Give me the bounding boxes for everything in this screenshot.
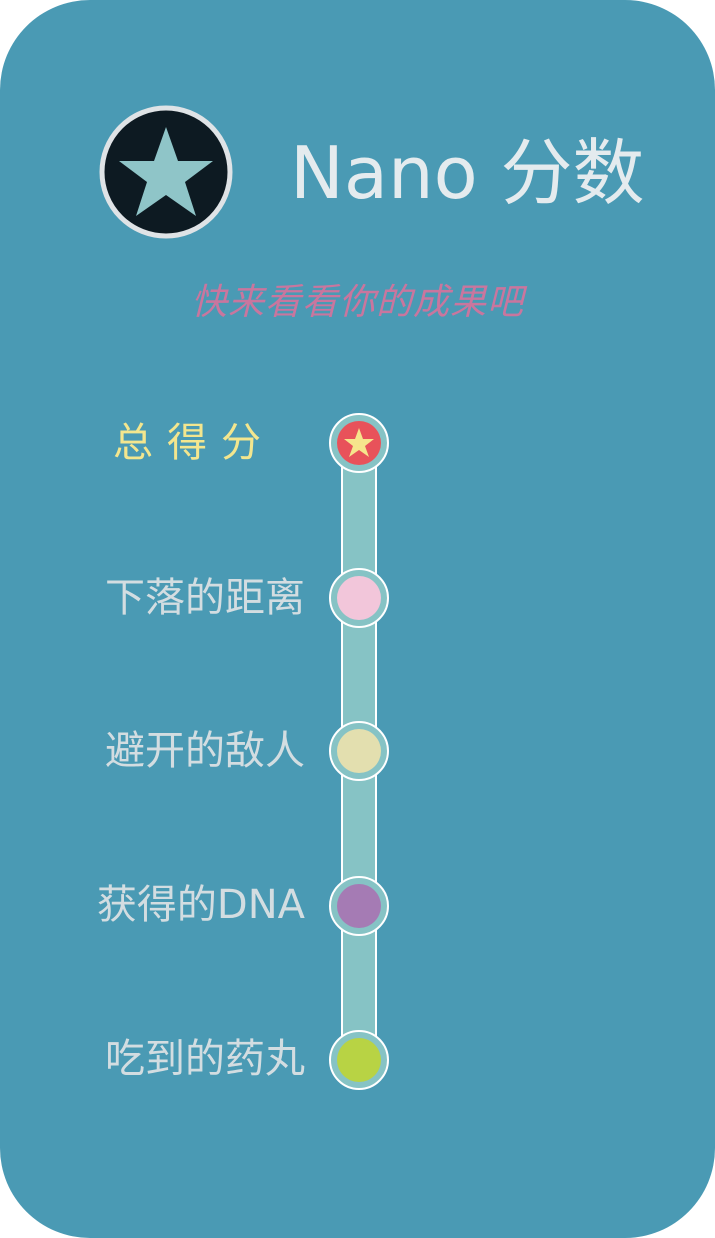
pills-eaten-label: 吃到的药丸: [105, 1036, 305, 1082]
page-title: Nano 分数: [290, 131, 645, 215]
dna-collected-dot: [337, 884, 381, 928]
total-score-label: 总得分: [113, 420, 275, 466]
enemies-avoided-label: 避开的敌人: [105, 728, 305, 774]
pills-eaten-dot: [337, 1038, 381, 1082]
dna-collected-label: 获得的DNA: [96, 882, 305, 928]
fall-distance-dot: [337, 576, 381, 620]
star-icon: [119, 127, 213, 216]
star-badge-icon: [99, 105, 233, 239]
fall-distance-label: 下落的距离: [105, 575, 305, 621]
progress-track: [329, 413, 389, 1090]
star-icon: [344, 428, 374, 457]
page-subtitle: 快来看看你的成果吧: [190, 282, 524, 323]
enemies-avoided-dot: [337, 729, 381, 773]
